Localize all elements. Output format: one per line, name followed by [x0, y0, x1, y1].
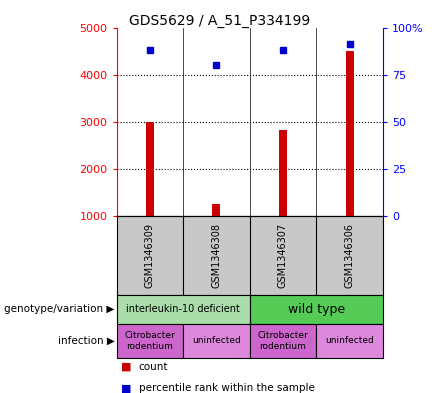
Bar	[279, 130, 287, 216]
Bar	[146, 122, 154, 216]
Text: percentile rank within the sample: percentile rank within the sample	[139, 383, 315, 393]
Text: GDS5629 / A_51_P334199: GDS5629 / A_51_P334199	[129, 14, 311, 28]
Text: GSM1346308: GSM1346308	[212, 223, 221, 288]
Text: Citrobacter
rodentium: Citrobacter rodentium	[257, 331, 308, 351]
Text: wild type: wild type	[288, 303, 345, 316]
Bar	[183, 324, 250, 358]
Bar	[117, 324, 183, 358]
Text: genotype/variation ▶: genotype/variation ▶	[4, 305, 114, 314]
Text: GSM1346307: GSM1346307	[278, 223, 288, 288]
Text: GSM1346309: GSM1346309	[145, 223, 155, 288]
Bar	[316, 324, 383, 358]
Text: uninfected: uninfected	[192, 336, 241, 345]
Text: infection ▶: infection ▶	[58, 336, 114, 346]
Text: Citrobacter
rodentium: Citrobacter rodentium	[125, 331, 175, 351]
Text: uninfected: uninfected	[325, 336, 374, 345]
Bar	[213, 204, 220, 216]
Text: ■: ■	[121, 383, 132, 393]
Text: GSM1346306: GSM1346306	[345, 223, 355, 288]
Text: interleukin-10 deficient: interleukin-10 deficient	[126, 305, 240, 314]
Bar	[250, 295, 383, 324]
Bar	[345, 51, 353, 216]
Text: count: count	[139, 362, 168, 371]
Bar	[250, 324, 316, 358]
Bar	[117, 295, 250, 324]
Text: ■: ■	[121, 362, 132, 371]
